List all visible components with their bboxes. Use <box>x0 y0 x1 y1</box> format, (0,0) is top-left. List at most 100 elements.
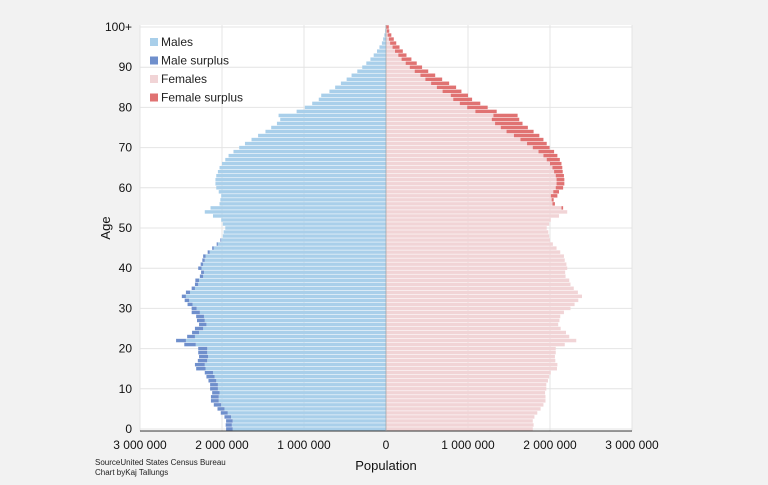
bar-males <box>279 114 386 117</box>
bar-female-surplus <box>552 202 554 205</box>
x-tick-label: 2 000 000 <box>523 438 577 452</box>
bar-males <box>218 387 386 390</box>
bar-females <box>386 182 557 185</box>
bar-female-surplus <box>547 158 560 161</box>
bar-male-surplus <box>182 295 186 298</box>
bar-female-surplus <box>443 90 462 93</box>
bar-females <box>386 65 410 68</box>
bar-males <box>319 98 386 101</box>
bar-males <box>195 287 386 290</box>
bar-males <box>220 198 386 201</box>
credit-note: Chart byKaj Tallungs <box>95 468 168 478</box>
bar-female-surplus <box>507 130 534 133</box>
bar-males <box>219 395 386 398</box>
bar-female-surplus <box>388 33 392 36</box>
bar-males <box>186 339 386 342</box>
bar-males <box>223 222 386 225</box>
bar-males <box>280 118 386 121</box>
bar-males <box>223 234 386 237</box>
bar-males <box>207 347 386 350</box>
bar-males <box>383 37 386 40</box>
bar-males <box>213 371 386 374</box>
bar-males <box>231 415 386 418</box>
bar-males <box>196 343 386 346</box>
bar-females <box>386 283 571 286</box>
bar-females <box>386 170 554 173</box>
y-tick-label: 90 <box>119 60 133 74</box>
x-tick-label: 1 000 000 <box>277 438 331 452</box>
bar-females <box>386 178 557 181</box>
bar-male-surplus <box>212 246 214 249</box>
source-note: SourceUnited States Census Bureau <box>95 458 226 468</box>
bar-females <box>386 266 567 269</box>
bar-male-surplus <box>221 411 228 414</box>
bar-males <box>208 355 386 358</box>
bar-males <box>203 275 386 278</box>
bar-females <box>386 351 556 354</box>
bar-female-surplus <box>550 162 561 165</box>
legend-label: Females <box>161 72 207 86</box>
bar-males <box>220 166 386 169</box>
bar-females <box>386 399 545 402</box>
bar-males <box>190 291 386 294</box>
bar-males <box>199 331 386 334</box>
bar-females <box>386 403 543 406</box>
bar-females <box>386 238 550 241</box>
bar-female-surplus <box>386 25 388 28</box>
bar-male-surplus <box>192 331 199 334</box>
bar-males <box>216 174 386 177</box>
bar-female-surplus <box>393 45 400 48</box>
bar-female-surplus <box>561 206 563 209</box>
bar-females <box>386 98 453 101</box>
bar-females <box>386 254 564 257</box>
bar-males <box>379 45 386 48</box>
bar-males <box>207 359 386 362</box>
bar-males <box>224 407 386 410</box>
y-tick-label: 80 <box>119 100 133 114</box>
bar-males <box>382 41 386 44</box>
bar-males <box>370 57 386 60</box>
bar-female-surplus <box>395 49 403 52</box>
bar-males <box>305 106 386 109</box>
bar-females <box>386 371 551 374</box>
x-tick-label: 0 <box>383 438 390 452</box>
bar-females <box>386 166 552 169</box>
bar-females <box>386 379 548 382</box>
bar-females <box>386 415 534 418</box>
bar-male-surplus <box>201 262 203 265</box>
bar-female-surplus <box>453 98 472 101</box>
legend-swatch <box>150 57 158 65</box>
legend-label: Male surplus <box>161 54 229 68</box>
y-tick-label: 20 <box>119 342 133 356</box>
bar-male-surplus <box>198 351 207 354</box>
bar-females <box>386 295 582 298</box>
bar-females <box>386 110 475 113</box>
bar-males <box>219 190 386 193</box>
bar-females <box>386 279 569 282</box>
bar-males <box>215 178 386 181</box>
bar-females <box>386 214 559 217</box>
bar-females <box>386 262 566 265</box>
bar-males <box>213 214 386 217</box>
bar-male-surplus <box>196 315 204 318</box>
bar-male-surplus <box>199 355 208 358</box>
bar-males <box>189 299 386 302</box>
bar-females <box>386 82 431 85</box>
y-tick-label: 70 <box>119 141 133 155</box>
bar-males <box>377 49 386 52</box>
bar-males <box>362 65 386 68</box>
bar-male-surplus <box>220 238 221 241</box>
bar-male-surplus <box>217 242 218 245</box>
bar-females <box>386 387 546 390</box>
bar-female-surplus <box>527 142 547 145</box>
bar-females <box>386 395 545 398</box>
y-tick-label: 0 <box>125 422 132 436</box>
bar-females <box>386 78 425 81</box>
bar-male-surplus <box>226 423 232 426</box>
bar-male-surplus <box>195 279 199 282</box>
bar-male-surplus <box>192 307 197 310</box>
bar-females <box>386 37 389 40</box>
bar-males <box>221 194 386 197</box>
bar-females <box>386 202 552 205</box>
bar-female-surplus <box>475 110 496 113</box>
